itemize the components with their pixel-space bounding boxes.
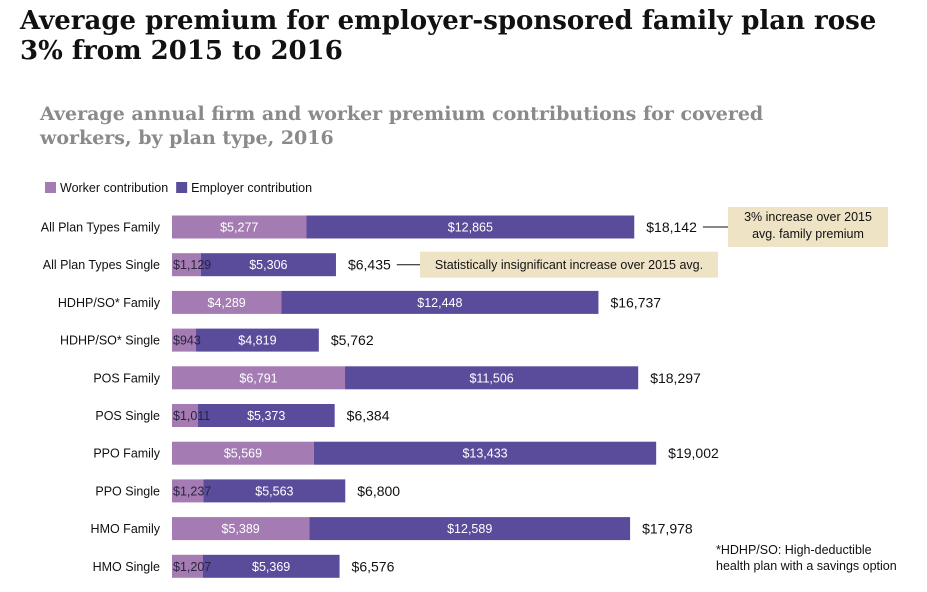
worker-value-label: $1,011 [173, 409, 210, 423]
employer-value-label: $12,589 [447, 522, 492, 536]
total-value-label: $16,737 [610, 294, 661, 310]
worker-bar [172, 554, 203, 578]
category-label: PPO Single [95, 484, 160, 498]
total-value-label: $6,435 [348, 257, 391, 273]
worker-value-label: $1,129 [173, 258, 211, 272]
legend-label-1: Worker contribution [60, 181, 168, 195]
annotation-box [420, 251, 718, 278]
worker-bar [172, 215, 307, 239]
category-label: All Plan Types Family [41, 221, 161, 235]
legend-swatch-2 [176, 182, 188, 193]
category-label: HDHP/SO* Single [60, 334, 160, 348]
category-label: HDHP/SO* Family [58, 296, 161, 310]
worker-value-label: $6,791 [239, 371, 277, 385]
worker-bar [172, 253, 201, 277]
worker-value-label: $5,569 [224, 447, 262, 461]
worker-value-label: $943 [173, 334, 201, 348]
annotation-text: avg. family premium [752, 227, 864, 241]
employer-value-label: $5,306 [249, 258, 287, 272]
worker-bar [172, 404, 198, 427]
legend-swatch-1 [45, 182, 56, 193]
category-label: HMO Family [91, 522, 161, 536]
total-value-label: $19,002 [668, 445, 719, 461]
employer-value-label: $12,865 [448, 221, 493, 235]
category-label: PPO Family [93, 447, 160, 461]
employer-value-label: $11,506 [469, 371, 513, 385]
employer-bar [200, 253, 336, 277]
footnote-line-1: *HDHP/SO: High-deductible [716, 543, 872, 557]
total-value-label: $6,576 [352, 558, 395, 574]
worker-bar [172, 366, 346, 390]
annotation-box [728, 207, 888, 247]
worker-bar [172, 479, 204, 503]
annotation-text: Statistically insignificant increase ove… [435, 258, 703, 272]
employer-bar [313, 441, 657, 465]
category-label: HMO Single [93, 560, 160, 574]
worker-value-label: $1,207 [173, 560, 211, 574]
worker-bar [172, 290, 282, 314]
category-label: All Plan Types Single [43, 258, 160, 272]
employer-bar [309, 517, 631, 541]
employer-bar [197, 404, 335, 427]
employer-bar [306, 215, 635, 239]
total-value-label: $18,297 [650, 370, 701, 386]
total-value-label: $5,762 [331, 332, 374, 348]
footnote: *HDHP/SO: High-deductible health plan wi… [716, 542, 921, 574]
worker-bar [172, 517, 310, 541]
employer-bar [345, 366, 639, 390]
footnote-line-2: health plan with a savings option [716, 559, 897, 573]
category-label: POS Family [93, 371, 160, 385]
annotation-text: 3% increase over 2015 [744, 210, 872, 224]
employer-bar [281, 290, 599, 314]
category-label: POS Single [95, 409, 160, 423]
employer-bar [203, 479, 346, 503]
employer-value-label: $4,819 [238, 334, 276, 348]
worker-value-label: $5,277 [220, 221, 258, 235]
employer-value-label: $5,563 [255, 484, 293, 498]
worker-value-label: $5,389 [222, 522, 260, 536]
employer-value-label: $5,373 [247, 409, 285, 423]
worker-value-label: $1,237 [173, 484, 211, 498]
legend-label-2: Employer contribution [191, 181, 312, 195]
total-value-label: $6,800 [357, 483, 400, 499]
total-value-label: $17,978 [642, 521, 693, 537]
worker-bar [172, 328, 197, 352]
employer-bar [202, 554, 340, 578]
headline: Average premium for employer-sponsored f… [20, 6, 877, 66]
total-value-label: $18,142 [646, 219, 697, 235]
worker-value-label: $4,289 [208, 296, 246, 310]
employer-value-label: $13,433 [462, 447, 507, 461]
employer-bar [196, 328, 319, 352]
employer-value-label: $5,369 [252, 560, 290, 574]
chart-title: Average annual firm and worker premium c… [40, 103, 764, 149]
worker-bar [172, 441, 314, 465]
employer-value-label: $12,448 [417, 296, 462, 310]
total-value-label: $6,384 [347, 408, 390, 424]
